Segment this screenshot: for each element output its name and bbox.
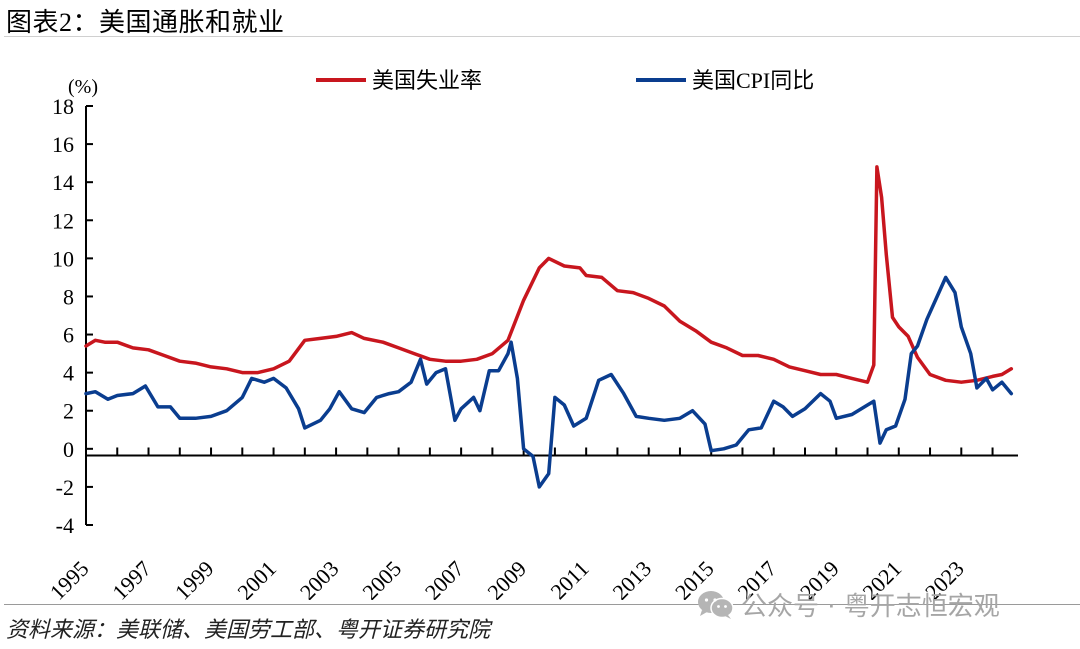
series-lines xyxy=(84,165,1014,489)
title-divider xyxy=(4,36,1080,37)
svg-text:16: 16 xyxy=(52,132,74,157)
source-note: 资料来源：美联储、美国劳工部、粤开证券研究院 xyxy=(6,617,491,642)
line-chart: 美国失业率 美国CPI同比 (%) 18 16 14 12 10 8 6 4 2 0 -2 -4 199… xyxy=(45,68,1018,600)
svg-text:2003: 2003 xyxy=(295,556,344,600)
svg-text:1997: 1997 xyxy=(107,556,156,600)
svg-text:2001: 2001 xyxy=(232,556,281,600)
svg-text:6: 6 xyxy=(63,323,74,348)
svg-text:14: 14 xyxy=(52,170,74,195)
legend-item-cpi: 美国CPI同比 xyxy=(636,68,814,93)
svg-text:2007: 2007 xyxy=(420,556,469,600)
svg-text:1995: 1995 xyxy=(45,556,94,600)
svg-text:4: 4 xyxy=(63,361,74,386)
legend-label-unemployment: 美国失业率 xyxy=(372,68,482,93)
svg-text:2005: 2005 xyxy=(357,556,406,600)
watermark: 公众号 · 粤开志恒宏观 xyxy=(697,586,1000,623)
legend: 美国失业率 美国CPI同比 xyxy=(316,68,814,93)
legend-label-cpi: 美国CPI同比 xyxy=(692,68,814,93)
svg-text:2011: 2011 xyxy=(545,556,593,600)
svg-text:18: 18 xyxy=(52,94,74,119)
svg-text:2: 2 xyxy=(63,399,74,424)
y-axis-unit-label: (%) xyxy=(68,76,98,98)
svg-text:12: 12 xyxy=(52,208,74,233)
chart-title: 图表2：美国通胀和就业 xyxy=(6,8,285,37)
axes: 18 16 14 12 10 8 6 4 2 0 -2 -4 1995 1997 1999 2001 2003 2… xyxy=(45,94,1018,600)
watermark-text: 公众号 · 粤开志恒宏观 xyxy=(741,592,1000,622)
legend-item-unemployment: 美国失业率 xyxy=(316,68,482,93)
svg-text:2013: 2013 xyxy=(607,556,656,600)
svg-text:8: 8 xyxy=(63,284,74,309)
footer-divider xyxy=(4,604,1080,605)
wechat-icon xyxy=(697,590,735,620)
svg-text:2009: 2009 xyxy=(482,556,531,600)
svg-text:-2: -2 xyxy=(56,475,74,500)
svg-text:0: 0 xyxy=(63,437,74,462)
svg-text:1999: 1999 xyxy=(170,556,219,600)
svg-text:-4: -4 xyxy=(56,513,74,538)
svg-text:10: 10 xyxy=(52,246,74,271)
